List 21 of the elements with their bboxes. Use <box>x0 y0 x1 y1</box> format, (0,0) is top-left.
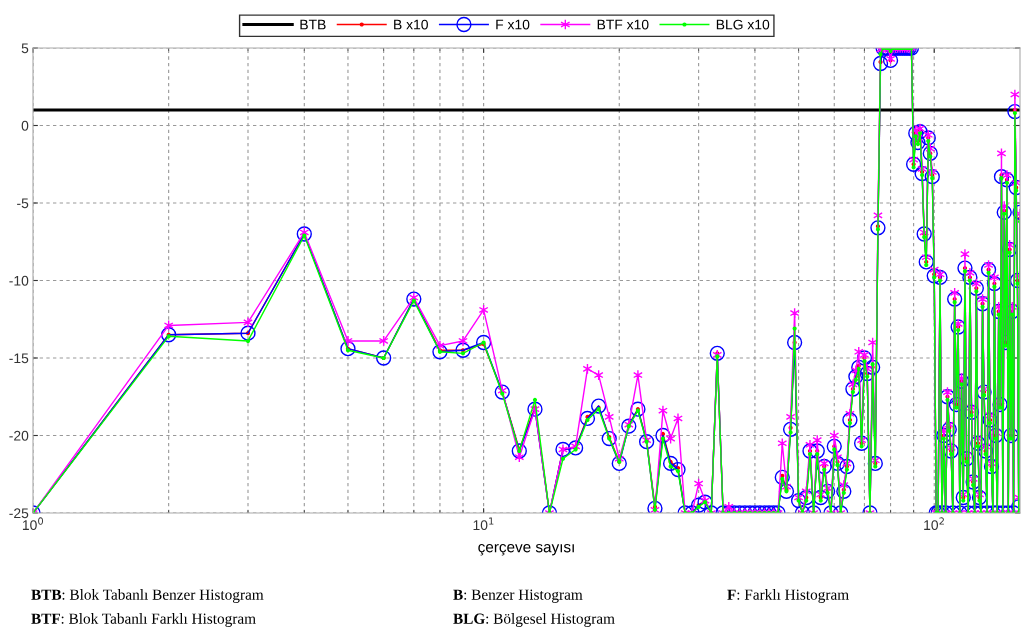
text: BTB: Blok Tabanlı Benzer Histogram <box>31 589 264 603</box>
text: F: Farklı Histogram <box>727 589 849 603</box>
legend-label: BLG x10 <box>716 19 770 30</box>
x-tick-label: 10$^{1}$ <box>473 517 494 531</box>
x-axis-title: çerçeve sayısı <box>478 544 574 556</box>
y-tick-label: 0 <box>21 120 29 131</box>
y-tick-label: -5 <box>17 198 29 209</box>
legend-label: BTF x10 <box>597 19 649 30</box>
y-tick-label: -10 <box>9 275 29 286</box>
legend-label: B x10 <box>394 19 428 30</box>
text: B: Benzer Histogram <box>453 589 583 603</box>
text: BTF: Blok Tabanlı Farklı Histogram <box>31 613 256 627</box>
y-tick-label: -25 <box>9 508 29 519</box>
legend-label: F x10 <box>496 19 530 30</box>
x-tick-label: 10$^{2}$ <box>924 517 944 531</box>
y-tick-label: 5 <box>21 43 29 54</box>
x-tick-label: 10$^{0}$ <box>22 517 44 531</box>
y-tick-label: -20 <box>9 430 29 441</box>
y-tick-label: -15 <box>9 353 29 364</box>
legend-label: BTB <box>300 19 326 30</box>
text: BLG: Bölgesel Histogram <box>453 613 615 627</box>
